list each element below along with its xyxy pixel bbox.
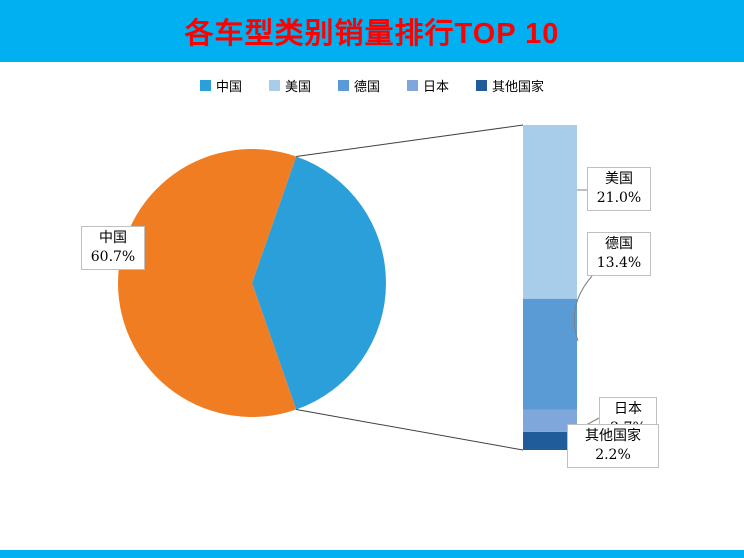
pie-slice-aggregate <box>252 156 386 410</box>
label-china-name: 中国 <box>99 230 127 246</box>
label-usa-value: 21.0% <box>596 190 642 206</box>
legend-label-china: 中国 <box>215 80 242 95</box>
connector-line-top <box>296 124 524 157</box>
label-germany-value: 13.4% <box>596 255 642 271</box>
chart-title: 各车型类别销量排行TOP 10 <box>184 18 560 50</box>
legend-label-japan: 日本 <box>423 80 450 95</box>
legend-swatch-china <box>199 80 211 91</box>
label-japan-name: 日本 <box>614 401 642 417</box>
label-germany: 德国 13.4% <box>587 232 651 276</box>
title-bar: 各车型类别销量排行TOP 10 <box>0 0 744 62</box>
legend-swatch-usa <box>268 80 280 91</box>
legend-label-usa: 美国 <box>284 80 311 95</box>
bar-segment-usa <box>523 125 577 299</box>
connector-line-bottom <box>296 409 524 451</box>
label-china-value: 60.7% <box>90 249 136 265</box>
label-others-name: 其他国家 <box>585 428 641 444</box>
label-germany-name: 德国 <box>605 236 633 252</box>
legend-item-germany: 德国 <box>337 76 380 95</box>
legend-label-germany: 德国 <box>353 80 380 95</box>
legend-swatch-others <box>476 80 488 91</box>
leader-line-germany <box>573 275 593 342</box>
label-others: 其他国家 2.2% <box>567 424 659 468</box>
label-china: 中国 60.7% <box>81 226 145 270</box>
bar-segment-others <box>523 431 577 450</box>
legend: 中国 美国 德国 日本 其他国家 <box>0 76 744 95</box>
legend-swatch-germany <box>337 80 349 91</box>
legend-item-japan: 日本 <box>407 76 449 95</box>
legend-label-others: 其他国家 <box>492 80 545 95</box>
pie-slice-china <box>117 148 297 417</box>
label-others-value: 2.2% <box>595 447 631 463</box>
legend-item-china: 中国 <box>199 76 242 95</box>
bar-segment-japan <box>523 409 577 432</box>
legend-swatch-japan <box>407 80 418 91</box>
bottom-strip <box>0 550 744 558</box>
label-usa-name: 美国 <box>605 171 633 187</box>
label-usa: 美国 21.0% <box>587 167 651 211</box>
legend-item-usa: 美国 <box>268 76 311 95</box>
bar-segment-germany <box>523 298 577 410</box>
legend-item-others: 其他国家 <box>476 76 544 95</box>
